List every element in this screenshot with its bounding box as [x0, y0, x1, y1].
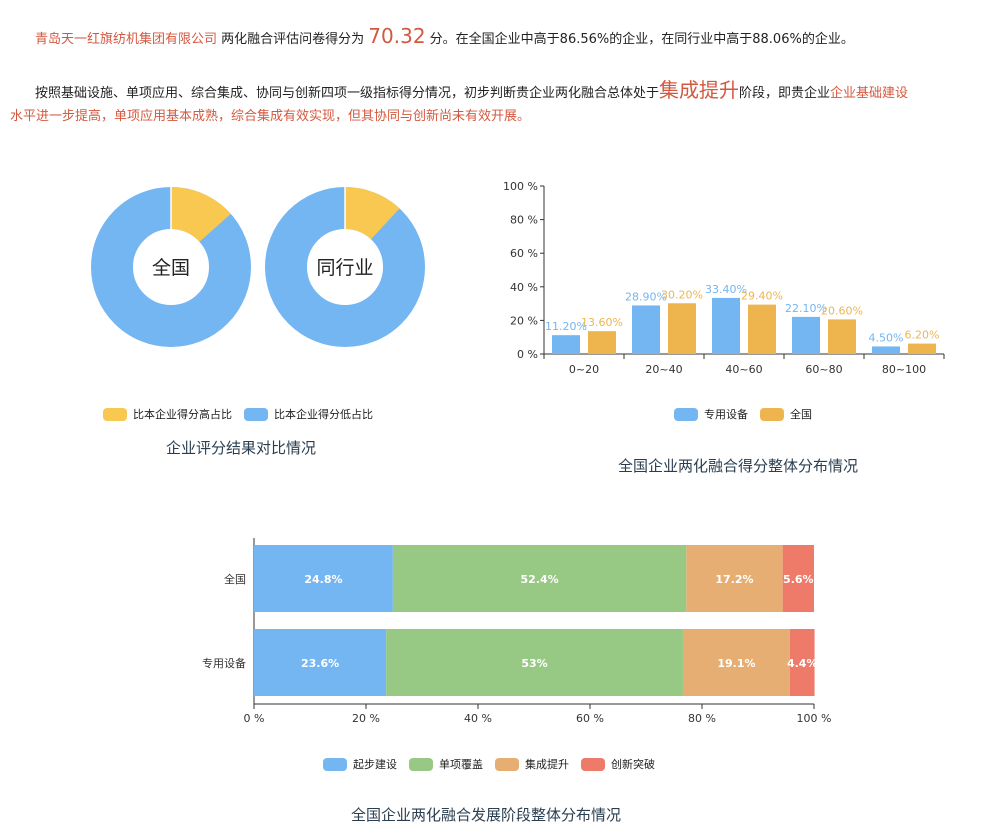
bar-legend: 专用设备 全国	[674, 406, 812, 422]
stacked-bar-segment	[392, 545, 687, 612]
bar-data-label: 29.40%	[741, 290, 783, 303]
bar-data-label: 11.20%	[545, 320, 587, 333]
x-tick-label: 20~40	[645, 363, 682, 376]
donut-center-label: 同行业	[316, 257, 373, 279]
y-tick-label: 40 %	[510, 281, 538, 294]
legend-label[interactable]: 比本企业得分低占比	[274, 408, 373, 421]
bar-data-label: 22.10%	[785, 302, 827, 315]
bar	[748, 304, 776, 354]
y-tick-label: 0 %	[517, 348, 538, 361]
stacked-bar-segment	[686, 545, 783, 612]
summary-text: 两化融合评估问卷得分为	[217, 32, 369, 47]
y-tick-label: 全国	[224, 572, 246, 586]
bar-data-label: 4.50%	[869, 331, 904, 344]
segment-data-label: 4.4%	[787, 657, 818, 670]
bar-data-label: 6.20%	[905, 329, 940, 342]
x-tick-label: 40~60	[725, 363, 762, 376]
x-tick-label: 40 %	[464, 712, 492, 725]
bar	[668, 303, 696, 354]
legend-label[interactable]: 单项覆盖	[439, 758, 483, 771]
stacked-bar-segment	[254, 629, 387, 696]
stacked-bar-segment	[782, 545, 814, 612]
legend-label[interactable]: 集成提升	[525, 758, 569, 771]
x-tick-label: 0~20	[569, 363, 599, 376]
legend-label[interactable]: 专用设备	[704, 408, 748, 421]
segment-data-label: 53%	[521, 657, 547, 670]
legend-swatch	[323, 757, 347, 771]
y-tick-label: 专用设备	[202, 656, 246, 670]
summary-line-2: 按照基础设施、单项应用、综合集成、协同与创新四项一级指标得分情况，初步判断贵企业…	[35, 74, 908, 103]
segment-data-label: 5.6%	[783, 573, 814, 586]
segment-data-label: 23.6%	[301, 657, 339, 670]
stack-legend: 起步建设 单项覆盖 集成提升 创新突破	[323, 756, 655, 772]
bar-data-label: 13.60%	[581, 316, 623, 329]
legend-label[interactable]: 创新突破	[611, 758, 655, 771]
legend-label[interactable]: 全国	[790, 408, 812, 421]
x-tick-label: 20 %	[352, 712, 380, 725]
y-tick-label: 80 %	[510, 214, 538, 227]
summary-highlight: 水平进一步提高，单项应用基本成熟，综合集成有效实现，但其协同与创新尚未有效开展。	[10, 109, 531, 124]
legend-swatch	[244, 407, 268, 421]
legend-swatch	[674, 407, 698, 421]
legend-swatch	[103, 407, 127, 421]
legend-label[interactable]: 起步建设	[353, 758, 397, 771]
bar-data-label: 20.60%	[821, 304, 863, 317]
bar	[908, 343, 936, 354]
x-tick-label: 80 %	[688, 712, 716, 725]
summary-highlight: 企业基础建设	[830, 86, 909, 101]
stack-chart-title: 全国企业两化融合发展阶段整体分布情况	[351, 806, 622, 824]
legend-swatch	[581, 757, 605, 771]
stacked-bar-segment	[386, 629, 683, 696]
stacked-bar-segment	[682, 629, 790, 696]
bar	[872, 346, 900, 354]
x-tick-label: 0 %	[244, 712, 265, 725]
donut-center-label: 全国	[152, 257, 190, 279]
bar	[552, 335, 580, 354]
x-tick-label: 100 %	[797, 712, 832, 725]
donut-caption: 企业评分结果对比情况	[166, 439, 317, 457]
bar	[828, 319, 856, 354]
summary-line-1: 青岛天一红旗纺机集团有限公司 两化融合评估问卷得分为 70.32 分。在全国企业…	[35, 24, 854, 48]
legend-swatch	[495, 757, 519, 771]
x-tick-label: 60~80	[805, 363, 842, 376]
segment-data-label: 19.1%	[717, 657, 755, 670]
stage-value: 集成提升	[659, 78, 740, 102]
company-name: 青岛天一红旗纺机集团有限公司	[35, 32, 218, 47]
donut-legend: 比本企业得分高占比 比本企业得分低占比	[103, 406, 373, 422]
segment-data-label: 52.4%	[521, 573, 559, 586]
x-tick-label: 60 %	[576, 712, 604, 725]
legend-swatch	[409, 757, 433, 771]
bar	[792, 316, 820, 354]
x-tick-label: 80~100	[882, 363, 926, 376]
segment-data-label: 24.8%	[304, 573, 342, 586]
bar-data-label: 33.40%	[705, 283, 747, 296]
stacked-bar-segment	[254, 545, 393, 612]
legend-swatch	[760, 407, 784, 421]
bar-data-label: 28.90%	[625, 290, 667, 303]
legend-label[interactable]: 比本企业得分高占比	[133, 408, 232, 421]
bar-data-label: 30.20%	[661, 288, 703, 301]
score-value: 70.32	[368, 24, 426, 48]
bar	[712, 297, 740, 354]
segment-data-label: 17.2%	[715, 573, 753, 586]
summary-text: 分。在全国企业中高于86.56%的企业，在同行业中高于88.06%的企业。	[425, 32, 854, 47]
summary-text: 阶段，即贵企业	[739, 86, 831, 101]
summary-text: 按照基础设施、单项应用、综合集成、协同与创新四项一级指标得分情况，初步判断贵企业…	[35, 86, 660, 101]
y-tick-label: 100 %	[503, 180, 538, 193]
bar-chart-title: 全国企业两化融合得分整体分布情况	[618, 457, 859, 475]
bar	[588, 331, 616, 354]
stacked-bar-segment	[789, 629, 815, 696]
bar	[632, 305, 660, 354]
y-tick-label: 20 %	[510, 314, 538, 327]
y-tick-label: 60 %	[510, 247, 538, 260]
